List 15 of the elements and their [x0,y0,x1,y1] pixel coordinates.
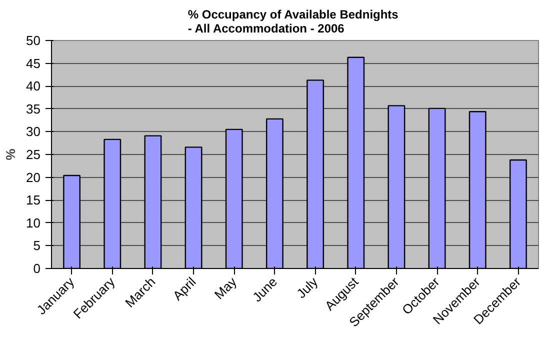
y-tick-label: 40 [26,78,41,94]
y-tick-label: 20 [26,170,41,185]
chart-title: % Occupancy of Available Bednights - All Accommodation - 2006 [188,8,399,36]
y-axis-title: % [3,148,18,160]
y-tick-label: 30 [26,124,41,140]
y-tick-label: 50 [26,33,41,48]
y-tick-label: 35 [26,101,41,116]
y-tick-label: 15 [26,192,41,208]
y-tick-label: 5 [33,238,41,254]
y-tick-label: 0 [33,261,41,276]
y-tick-label: 25 [26,147,41,162]
x-tick-label: May [211,274,240,302]
x-tick-label: July [294,274,321,302]
y-tick-label: 10 [26,215,41,230]
y-tick-label: 45 [26,56,41,71]
